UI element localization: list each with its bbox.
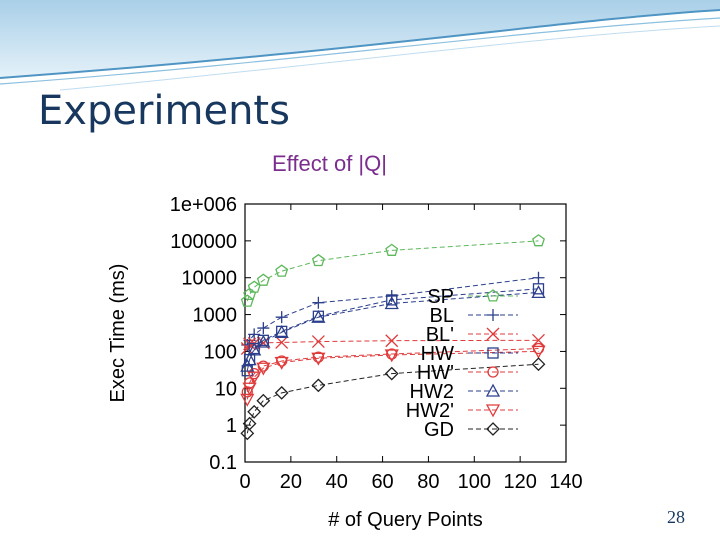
data-point-sp: [247, 280, 261, 293]
data-point-bl: [257, 322, 270, 335]
data-point-hw2-prime: [274, 356, 289, 370]
data-point-bl-prime: [240, 342, 254, 355]
x-tick-label: 140: [549, 471, 582, 493]
plot-frame: [244, 203, 567, 463]
series-line-gd: [246, 363, 539, 434]
x-tick-label: 60: [371, 471, 393, 493]
data-point-sp: [256, 273, 270, 286]
legend-marker-hw-prime: [487, 366, 499, 378]
legend-marker-hw2-prime: [485, 404, 501, 418]
data-point-hw2: [311, 309, 326, 323]
data-point-hw2: [242, 352, 257, 366]
legend-marker-hw2: [485, 383, 501, 397]
data-point-hw-prime: [276, 355, 288, 367]
exec-time-chart: 0.1 1 10 100 1000 10000 100000 1e+006 0 20 40 60 80 1…: [107, 194, 583, 531]
header-wave-banner: [0, 0, 720, 91]
legend-marker-sp: [486, 289, 500, 302]
x-tick-label: 20: [280, 471, 302, 493]
data-point-hw2: [531, 285, 546, 299]
data-point-gd: [274, 385, 289, 400]
legend-label-sp: SP: [427, 286, 454, 308]
data-point-gd: [256, 393, 271, 408]
data-point-gd: [242, 416, 257, 431]
page-number: 28: [667, 507, 685, 527]
data-point-hw2-prime: [256, 362, 271, 376]
data-point-hw2-prime: [240, 393, 255, 407]
y-tick-label: 0.1: [209, 452, 237, 474]
data-point-hw2: [240, 358, 255, 372]
y-tick-label: 1e+006: [170, 194, 237, 216]
data-point-hw: [386, 294, 398, 306]
x-tick-label: 100: [458, 471, 491, 493]
data-point-bl-prime: [532, 333, 545, 347]
data-point-hw2: [274, 324, 289, 338]
x-tick-label: 80: [417, 471, 439, 493]
y-axis-label: Exec Time (ms): [107, 264, 129, 403]
y-tick-label: 1000: [193, 305, 238, 327]
y-tick-label: 10: [215, 378, 237, 400]
data-point-hw2-prime: [247, 371, 262, 385]
data-point-sp: [240, 294, 254, 307]
legend-marker-gd: [486, 422, 500, 436]
legend-marker-hw: [487, 347, 499, 359]
data-point-sp: [275, 264, 289, 277]
data-point-bl: [275, 311, 288, 324]
legend-label-hw-prime: HW': [417, 362, 454, 384]
data-point-bl-prime: [385, 334, 399, 348]
data-point-gd: [240, 426, 255, 441]
y-tick-label: 10000: [181, 268, 237, 290]
data-point-bl: [532, 271, 545, 284]
chart-title: Effect of |Q|: [272, 151, 387, 176]
data-point-gd: [247, 404, 262, 419]
chart-panel: 0.1 1 10 100 1000 10000 100000 1e+006 0 20 40 60 80 1…: [82, 184, 586, 540]
x-axis-label: # of Query Points: [328, 509, 483, 531]
legend-label-bl: BL: [430, 305, 454, 327]
data-point-gd: [384, 366, 399, 381]
legend-label-hw2-prime: HW2': [406, 400, 454, 422]
data-point-hw2-prime: [311, 352, 326, 366]
data-point-sp: [532, 234, 545, 247]
series-line-hw2: [246, 291, 539, 367]
series-line-hw2-prime: [246, 350, 539, 400]
data-point-hw-prime: [312, 351, 325, 363]
legend-label-bl-prime: BL': [426, 324, 454, 346]
data-point-gd: [531, 357, 546, 372]
data-point-gd: [311, 378, 326, 393]
data-point-hw2: [247, 342, 262, 356]
data-point-hw2: [256, 334, 271, 348]
data-point-bl: [248, 328, 261, 341]
x-tick-label: 120: [503, 471, 536, 493]
data-point-bl-prime: [311, 335, 325, 349]
legend-label-hw2: HW2: [410, 381, 454, 403]
data-point-hw2-prime: [384, 349, 399, 363]
y-tick-label: 100000: [170, 231, 237, 253]
series-line-bl: [246, 277, 539, 346]
data-point-hw: [532, 283, 545, 295]
legend-label-hw: HW: [421, 343, 454, 365]
data-point-bl: [312, 296, 325, 309]
legend-marker-bl: [487, 309, 499, 321]
y-tick-label: 100: [204, 341, 237, 363]
data-point-hw2-prime: [531, 345, 546, 359]
data-point-hw2-prime: [242, 382, 257, 396]
data-point-bl-prime: [275, 336, 289, 349]
data-point-sp: [385, 243, 399, 256]
data-point-hw2: [384, 296, 399, 310]
legend-label-gd: GD: [424, 419, 454, 441]
x-tick-label: 40: [326, 471, 348, 493]
series-line-hw-prime: [246, 348, 539, 393]
data-point-hw-prime: [386, 348, 398, 360]
y-tick-label: 1: [226, 415, 237, 437]
series-line-bl-prime: [246, 339, 539, 349]
series-line-sp: [246, 240, 539, 302]
x-tick-label: 0: [239, 471, 250, 493]
data-point-sp: [311, 253, 325, 267]
slide-title: Experiments: [38, 88, 290, 134]
legend-marker-bl-prime: [486, 327, 500, 341]
